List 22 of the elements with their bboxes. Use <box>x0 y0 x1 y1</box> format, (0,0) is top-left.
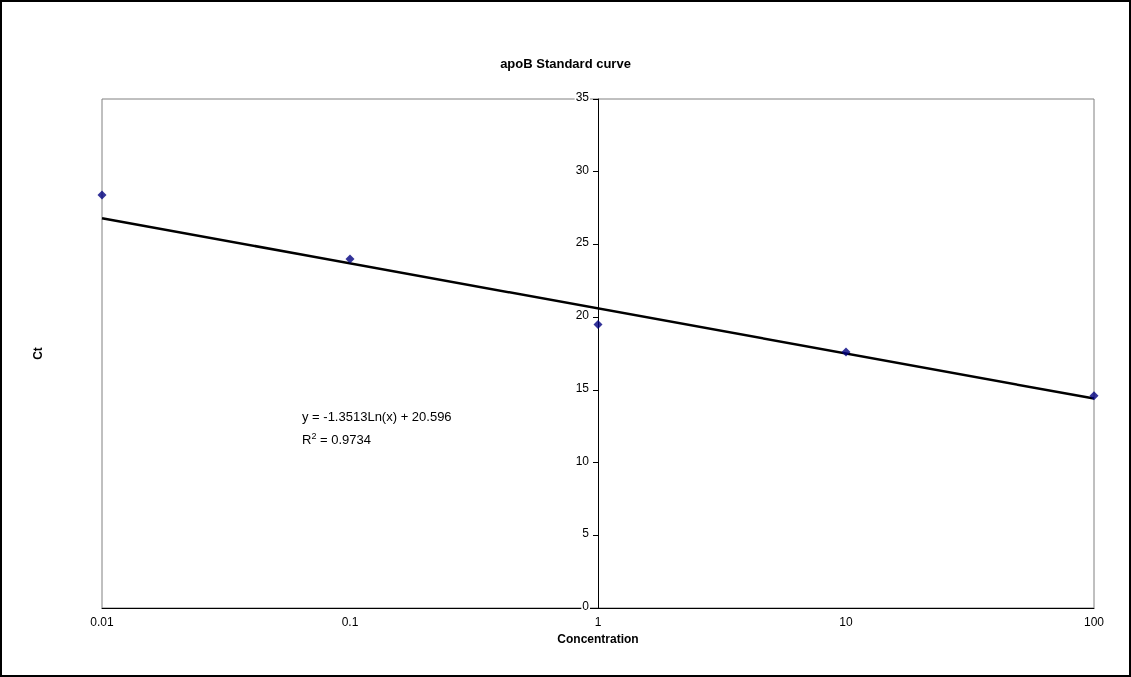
x-tick-label: 10 <box>839 615 853 629</box>
y-tick-label: 10 <box>575 453 590 468</box>
point <box>1089 391 1099 401</box>
y-tick-label: 20 <box>575 308 590 323</box>
x-tick-label: 0.01 <box>90 615 114 629</box>
y-tick-label: 15 <box>575 380 590 395</box>
point <box>841 347 851 357</box>
x-tick-label: 0.1 <box>341 615 359 629</box>
x-tick-label: 100 <box>1083 615 1105 629</box>
x-axis-title: Concentration <box>557 631 639 646</box>
y-tick-label: 30 <box>575 162 590 177</box>
point <box>345 254 355 264</box>
point <box>593 319 603 329</box>
y-tick-label: 35 <box>575 90 590 104</box>
chart-title: apoB Standard curve <box>500 56 631 71</box>
x-tick-label: 1 <box>594 615 602 629</box>
y-tick-label: 25 <box>575 235 590 250</box>
y-tick-label: 5 <box>582 526 590 541</box>
y-axis-title: Ct <box>31 347 45 360</box>
y-tick-label: 0 <box>582 599 590 613</box>
annotation: y = -1.3513Ln(x) + 20.596 <box>302 409 452 424</box>
point <box>97 190 107 200</box>
